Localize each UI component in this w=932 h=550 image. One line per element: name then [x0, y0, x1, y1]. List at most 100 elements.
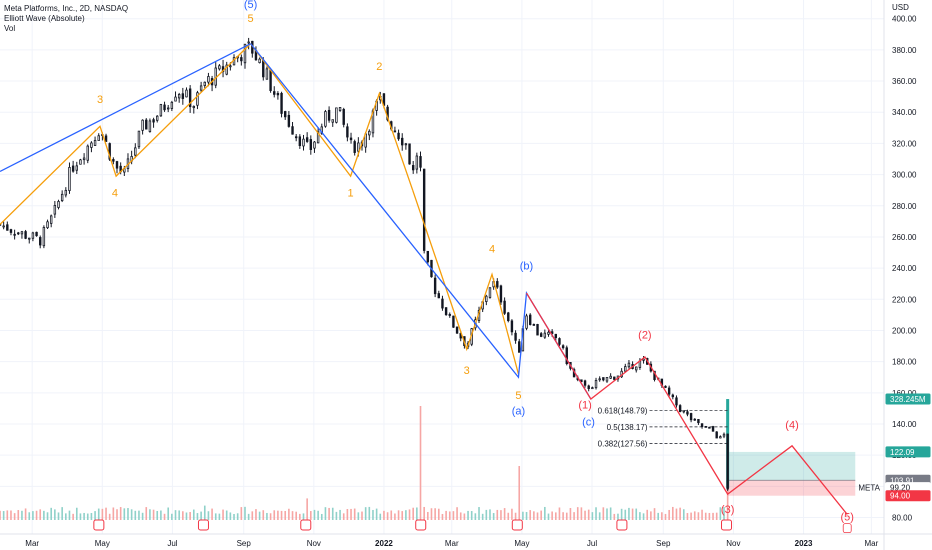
candle-body — [518, 341, 521, 353]
volume-bar — [90, 513, 93, 520]
volume-bar — [554, 512, 557, 520]
earnings-markers[interactable] — [93, 519, 852, 534]
y-tick-label: 180.00 — [892, 358, 917, 367]
volume-bar — [353, 508, 356, 520]
volume-bar — [525, 511, 528, 520]
y-tick-label: 380.00 — [892, 46, 917, 55]
wave-blue_degree_2021 — [0, 43, 251, 173]
price-tag-bg — [885, 490, 931, 502]
volume-bar — [591, 512, 594, 520]
y-tick-label: 400.00 — [892, 15, 917, 24]
time-axis[interactable]: Mar May Jul Sep Nov 2022 Mar May Jul Sep Nov 2023 Ma… — [0, 533, 932, 548]
price-tag-label: 94.00 — [890, 492, 911, 501]
volume-bar — [613, 513, 616, 520]
volume-bar — [211, 508, 213, 520]
elliott-waves[interactable] — [0, 43, 848, 515]
volume-bar — [423, 506, 425, 520]
wave-label: (c) — [582, 417, 595, 429]
candle-body — [711, 426, 715, 432]
candle-body — [452, 315, 455, 328]
earnings-icon[interactable] — [415, 519, 427, 531]
earnings-icon[interactable] — [197, 519, 209, 531]
earnings-icon-box — [93, 519, 105, 531]
volume-bar — [149, 509, 151, 520]
indicator-volume[interactable]: Vol — [4, 24, 16, 33]
earnings-icon[interactable] — [511, 519, 523, 531]
volume-bar — [288, 508, 290, 520]
volume-bar — [379, 513, 382, 520]
symbol-title[interactable]: Meta Platforms, Inc., 2D, NASDAQ — [4, 4, 129, 13]
volume-bar — [280, 510, 283, 520]
candle-body — [177, 94, 181, 99]
indicator-elliott-wave[interactable]: Elliott Wave (Absolute) — [4, 14, 85, 23]
volume-bar — [558, 507, 561, 520]
volume-bar — [598, 512, 601, 520]
candle-body — [269, 69, 272, 91]
price-axis[interactable]: USD 400.00 380.00 360.00 340.00 320.00 300.00 2… — [883, 0, 917, 550]
x-tick-label: May — [95, 539, 110, 548]
volume-bar — [679, 507, 681, 520]
volume-bar — [386, 512, 389, 520]
candle-body — [305, 137, 309, 142]
y-tick-label: 340.00 — [892, 108, 917, 117]
candle-body — [309, 139, 313, 150]
candle-body — [229, 65, 232, 68]
volume-bar — [533, 511, 535, 520]
candle-body — [591, 387, 594, 390]
volume-bar — [704, 512, 707, 520]
candle-body — [401, 137, 404, 146]
earnings-icon[interactable] — [93, 519, 105, 531]
candle-body — [415, 155, 419, 170]
volume-bar — [697, 512, 700, 520]
volume-bar — [489, 509, 491, 520]
candle-body — [86, 145, 89, 161]
y-tick-label: 80.00 — [892, 514, 913, 523]
volume-bar — [496, 509, 499, 520]
earnings-icon[interactable] — [721, 519, 733, 531]
volume-bar — [328, 507, 330, 520]
grid — [0, 0, 884, 534]
volume-bar — [335, 511, 338, 520]
volume-bar — [61, 507, 63, 520]
volume-bar — [719, 507, 722, 520]
price-tag-bg — [885, 446, 931, 458]
volume-bar — [723, 507, 725, 520]
candle-body — [642, 358, 645, 361]
earnings-icon-box — [415, 519, 427, 531]
candle-body — [42, 227, 46, 247]
volume-bar — [397, 510, 400, 520]
volume-bar — [657, 512, 659, 520]
volume-bar — [189, 512, 191, 520]
volume-bar — [646, 509, 649, 520]
volume-bar — [295, 511, 297, 520]
volume-bar — [467, 510, 469, 520]
volume-bar — [207, 511, 210, 520]
volume-bar — [127, 508, 129, 520]
earnings-icon[interactable] — [616, 519, 628, 531]
volume-bar — [518, 466, 521, 520]
earnings-icon[interactable] — [300, 519, 312, 531]
fib-retracement[interactable]: 0.618(148.79) 0.5(138.17) 0.382(127.56) — [598, 406, 728, 448]
candle-body — [561, 345, 565, 349]
candle-body — [664, 385, 667, 388]
candle-body — [627, 362, 631, 368]
volume-bar — [394, 513, 396, 520]
volume-bar — [372, 509, 374, 520]
wave-orange_abc_2021 — [250, 43, 414, 191]
candle-body — [313, 141, 316, 149]
volume-bars — [0, 406, 729, 520]
wave-orange_impulse_2021 — [0, 43, 252, 225]
candle-body — [218, 65, 221, 70]
wave-blue_abc_2022 — [250, 43, 592, 400]
volume-bar — [452, 511, 455, 520]
y-tick-label: 220.00 — [892, 295, 917, 304]
volume-bar — [240, 507, 243, 520]
volume-bar — [320, 513, 323, 520]
candle-body — [422, 168, 426, 251]
volume-bar — [32, 511, 34, 520]
candle-body — [437, 293, 440, 299]
candle-body — [536, 324, 539, 336]
volume-bar — [675, 508, 678, 520]
